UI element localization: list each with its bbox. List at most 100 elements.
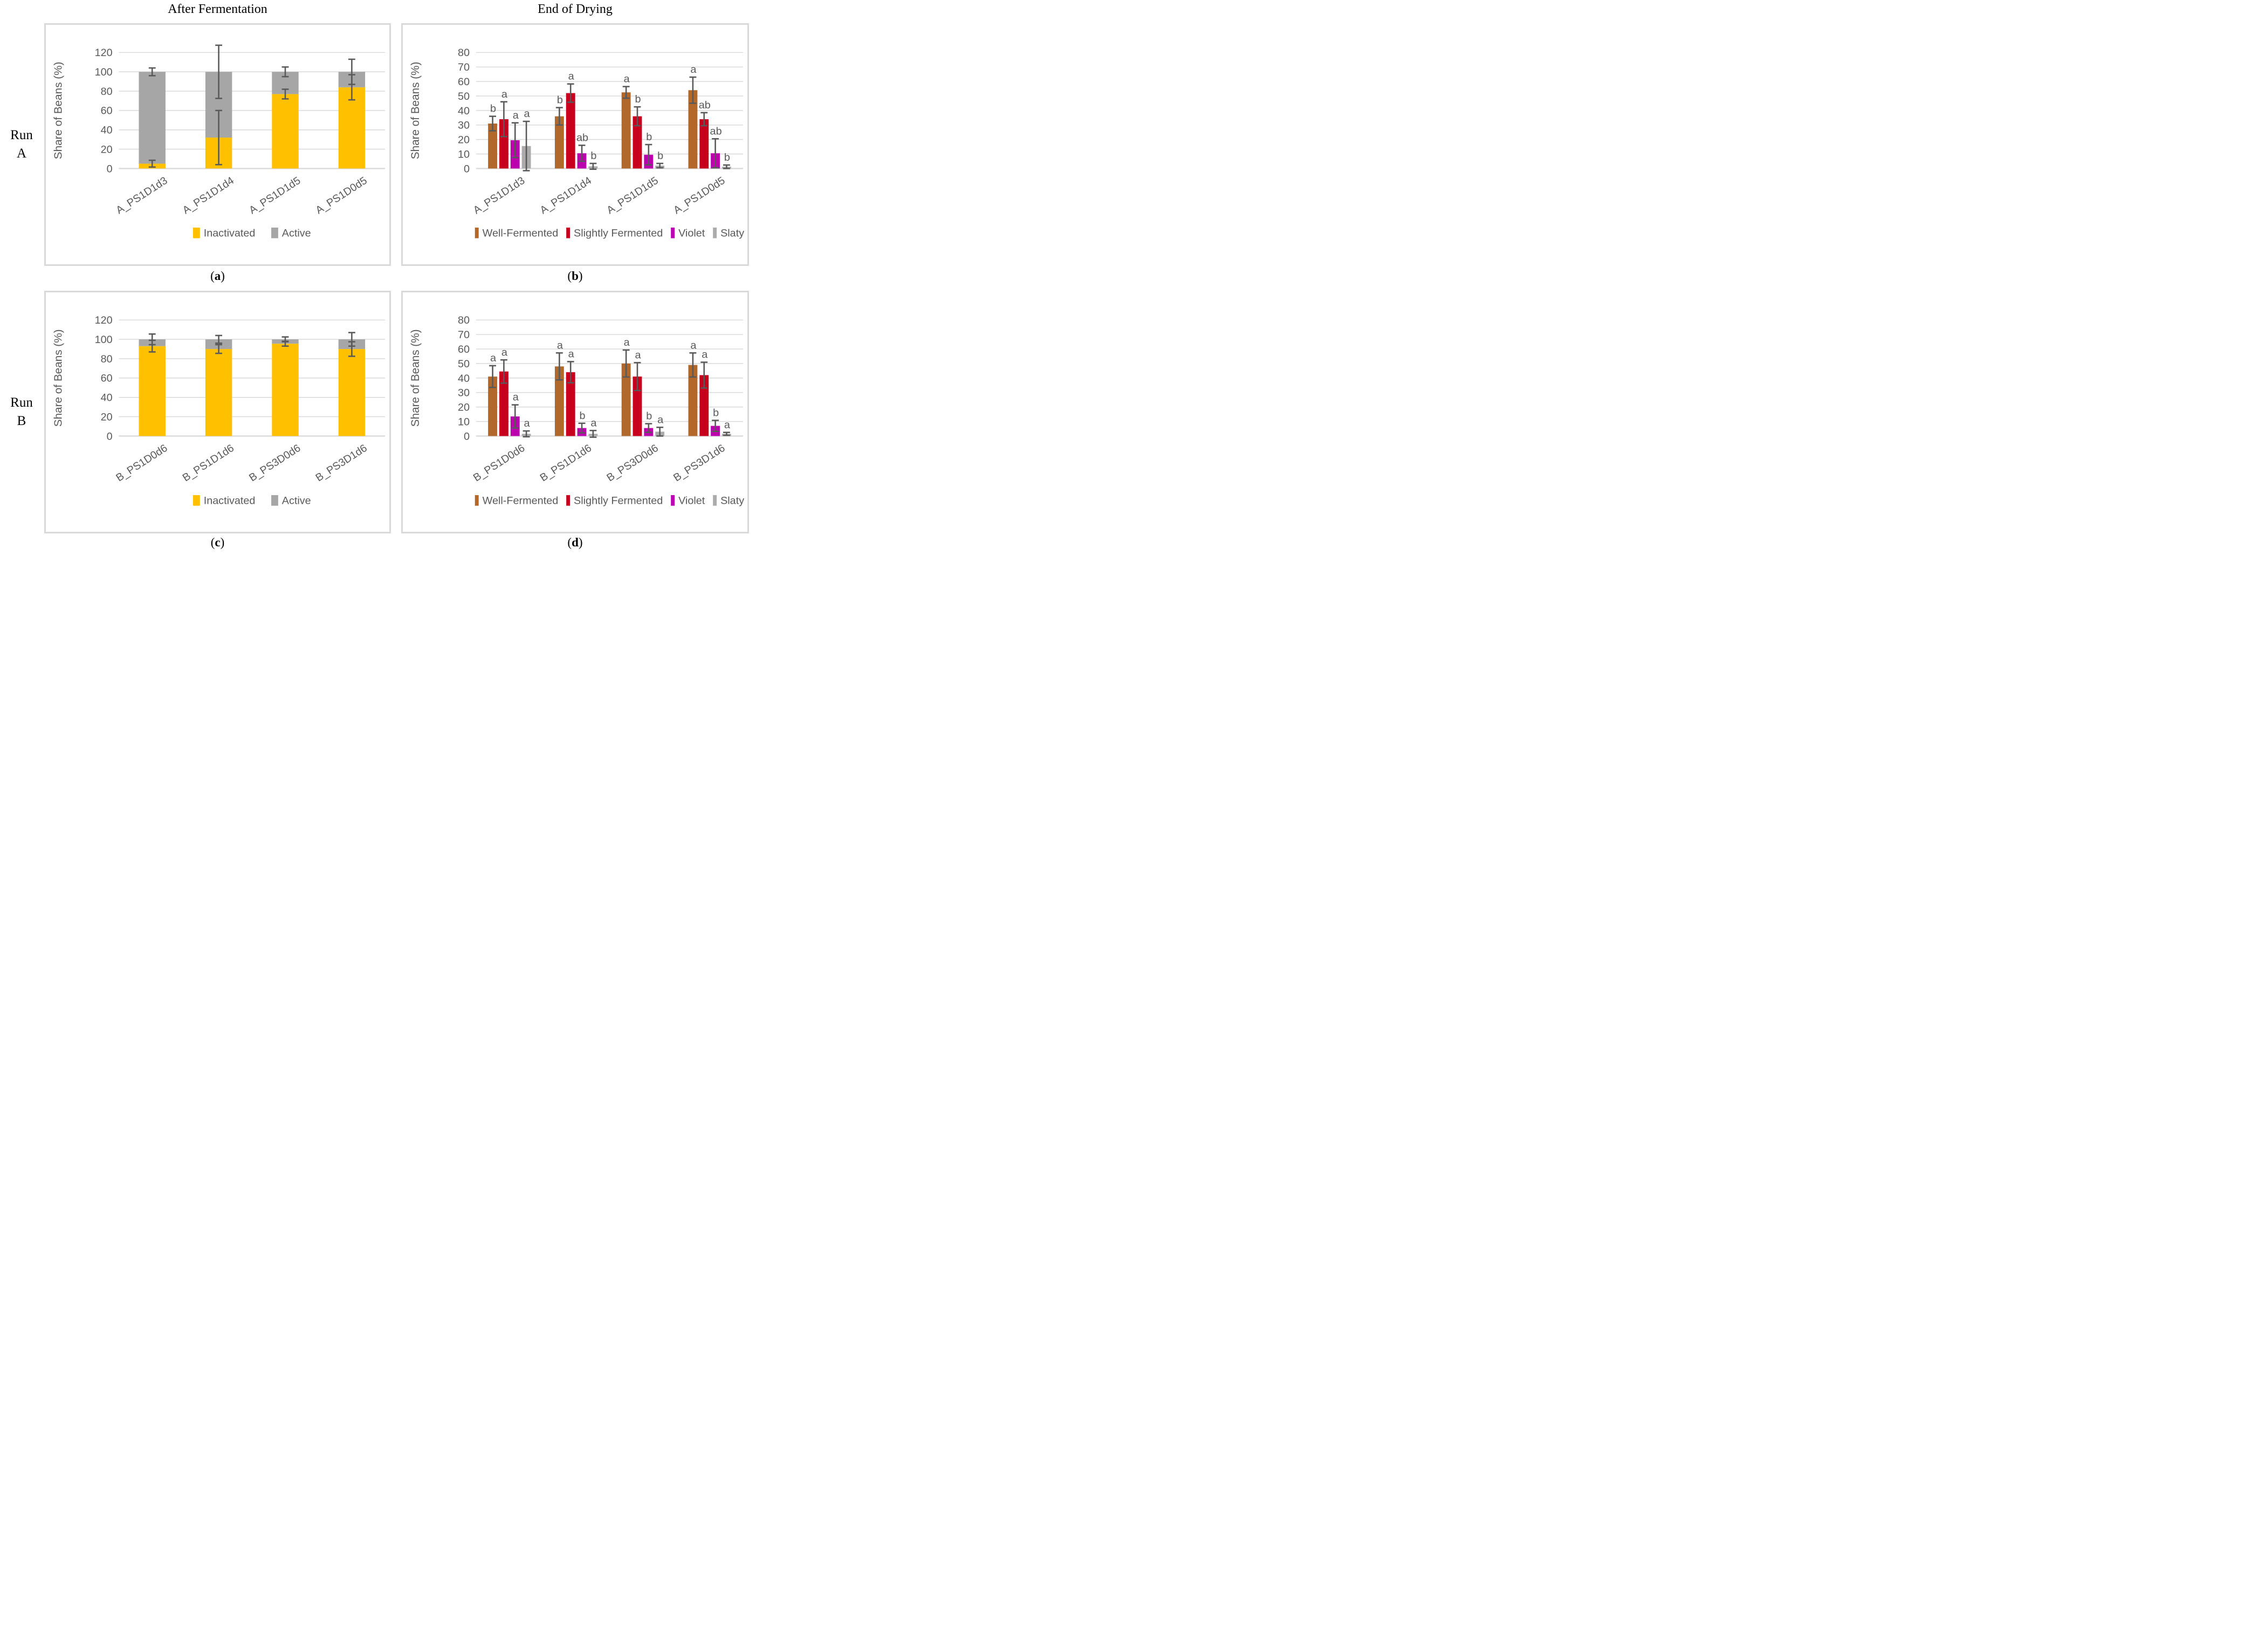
x-category-label: B_PS3D0d6	[247, 442, 303, 484]
column-title-after-fermentation: After Fermentation	[168, 2, 267, 16]
error-bar	[622, 349, 630, 378]
significance-letter: a	[657, 414, 663, 426]
caption-b: (b)	[401, 269, 749, 283]
y-tick-label: 20	[458, 402, 470, 414]
figure-canvas: After Fermentation End of Drying Run A R…	[0, 0, 756, 551]
significance-letter: b	[635, 93, 641, 105]
x-category-label: A_PS1D1d3	[114, 175, 169, 217]
legend-label: Slightly Fermented	[574, 228, 663, 239]
legend-swatch	[271, 495, 278, 506]
caption-paren: )	[578, 536, 583, 549]
bar	[566, 93, 575, 169]
legend-item: Slaty	[713, 228, 744, 239]
y-tick-label: 10	[458, 416, 470, 428]
y-tick-label: 60	[458, 76, 470, 88]
legend-swatch	[713, 227, 717, 238]
y-axis-title: Share of Beans (%)	[52, 61, 65, 159]
x-category-label: B_PS3D1d6	[671, 442, 727, 484]
y-axis-tick-labels: 0 10 20 30 40 50 60 70 80	[458, 314, 470, 442]
bar	[633, 376, 642, 436]
significance-letter: a	[513, 109, 519, 121]
error-bar	[148, 333, 156, 346]
legend-item: Slaty	[713, 495, 744, 507]
caption-paren: (	[210, 536, 215, 549]
bar	[554, 116, 564, 169]
legend: Inactivated Active	[193, 228, 311, 239]
bar-segment	[139, 346, 166, 436]
error-bar	[700, 361, 708, 389]
legend-label: Well-Fermented	[483, 495, 559, 507]
error-bar	[511, 122, 519, 159]
y-tick-label: 20	[101, 411, 113, 423]
x-category-labels: A_PS1D1d3 A_PS1D1d4 A_PS1D1d5 A_PS1D0d5	[471, 175, 727, 216]
error-bar	[622, 86, 630, 99]
caption-paren: (	[567, 269, 572, 283]
panel-a-after-fermentation-run-a: 0 20 40 60 80 100 120 Share of Beans (%) A_PS1D1…	[44, 23, 391, 266]
bar-segment	[338, 87, 366, 169]
error-bar	[723, 431, 730, 436]
error-bar	[148, 67, 156, 77]
error-bar	[578, 145, 586, 162]
run-label-word: Run	[10, 395, 33, 410]
run-label-word: Run	[10, 128, 33, 143]
error-bar	[634, 106, 641, 127]
error-bar	[348, 58, 355, 85]
significance-letter: a	[624, 337, 630, 348]
row-label-run-b: Run B	[0, 291, 43, 533]
significance-letter: b	[713, 407, 719, 419]
error-bar	[489, 365, 497, 388]
caption-letter: a	[214, 269, 221, 283]
error-bar	[656, 426, 664, 437]
significance-letter: b	[646, 131, 652, 143]
error-bar	[634, 362, 641, 392]
bar	[499, 119, 508, 169]
significance-letter: b	[657, 150, 663, 162]
legend: Inactivated Active	[193, 495, 311, 507]
x-category-labels: B_PS1D0d6 B_PS1D1d6 B_PS3D0d6 B_PS3D1d6	[114, 442, 369, 484]
y-tick-label: 30	[458, 387, 470, 399]
y-axis-title: Share of Beans (%)	[409, 329, 422, 427]
error-bar	[555, 352, 563, 381]
caption-letter: d	[572, 536, 579, 549]
significance-letter: b	[490, 103, 496, 115]
legend-swatch	[566, 495, 571, 506]
error-bar	[723, 164, 730, 169]
error-bar	[712, 420, 719, 433]
significance-letter: ab	[699, 99, 711, 111]
legend-label: Violet	[678, 495, 705, 507]
error-bar	[281, 336, 289, 342]
significance-letter: a	[568, 348, 574, 360]
x-category-label: A_PS1D1d4	[181, 175, 236, 217]
caption-paren: (	[567, 536, 572, 549]
caption-paren: )	[578, 269, 583, 283]
x-category-label: A_PS1D1d3	[471, 175, 527, 216]
error-bar	[500, 359, 507, 384]
significance-letter: b	[580, 410, 586, 422]
caption-d: (d)	[401, 536, 749, 550]
error-bar	[215, 44, 223, 99]
y-axis-tick-labels: 0 20 40 60 80 100 120	[95, 47, 113, 175]
legend-item: Inactivated	[193, 495, 255, 507]
legend-label: Slaty	[720, 495, 744, 507]
error-bar	[656, 162, 664, 169]
significance-letter: b	[724, 152, 730, 163]
x-category-label: B_PS1D0d6	[471, 442, 527, 484]
legend-swatch	[193, 227, 200, 238]
y-tick-label: 80	[101, 86, 113, 98]
x-category-label: A_PS1D1d5	[247, 175, 303, 217]
bar-segment	[338, 349, 366, 436]
legend-label: Inactivated	[204, 495, 256, 507]
legend-label: Inactivated	[204, 228, 256, 239]
error-bar	[523, 430, 530, 438]
legend-swatch	[475, 227, 479, 238]
legend-item: Violet	[671, 228, 705, 239]
y-tick-label: 0	[107, 163, 113, 175]
error-bar	[500, 101, 507, 138]
bar	[688, 90, 698, 169]
significance-letter: ab	[710, 125, 722, 137]
legend-swatch	[671, 227, 675, 238]
legend-label: Slightly Fermented	[574, 495, 663, 507]
caption-paren: )	[220, 536, 225, 549]
legend-item: Well-Fermented	[475, 495, 559, 507]
y-axis-title: Share of Beans (%)	[409, 61, 422, 159]
